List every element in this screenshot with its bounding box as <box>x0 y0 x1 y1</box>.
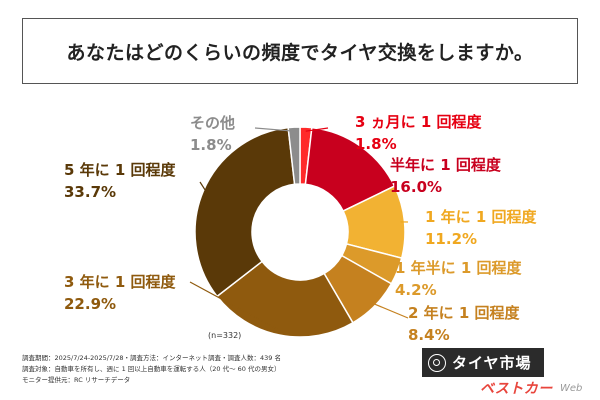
tire-market-logo: タイヤ市場 <box>422 348 544 377</box>
value-label: 11.2% <box>425 230 477 248</box>
category-label: 1 年半に 1 回程度 <box>395 259 523 277</box>
donut-slice <box>215 260 354 338</box>
leader-line <box>199 181 208 194</box>
footnote-period: 調査期間：2025/7/24-2025/7/28・調査方法：インターネット調査・… <box>22 354 281 362</box>
value-label: 22.9% <box>64 295 116 313</box>
category-label: 5 年に 1 回程度 <box>64 161 177 179</box>
value-label: 4.2% <box>395 281 437 299</box>
value-label: 33.7% <box>64 183 116 201</box>
bestcar-web-suffix: Web <box>560 383 583 394</box>
donut-slice <box>287 126 301 186</box>
value-label: 8.4% <box>408 326 450 344</box>
leader-line <box>189 281 282 332</box>
value-label: 1.8% <box>190 136 232 154</box>
footnote-target: 調査対象：自動車を所有し、週に 1 回以上自動車を運転する人（20 代～ 60 … <box>22 365 281 373</box>
logo-text: タイヤ市場 <box>452 354 532 372</box>
leader-line <box>254 127 295 132</box>
value-label: 16.0% <box>390 178 442 196</box>
donut-slice <box>194 126 296 298</box>
tire-icon <box>428 353 446 372</box>
title-box: あなたはどのくらいの頻度でタイヤ交換をしますか。 <box>22 18 578 84</box>
bestcar-logo: ベストカー <box>480 381 553 397</box>
category-label: 半年に 1 回程度 <box>390 156 502 174</box>
leader-line <box>393 269 396 274</box>
category-label: 3 年に 1 回程度 <box>64 273 177 291</box>
sample-size-note: (n=332) <box>208 331 241 340</box>
footnote-provider: モニター提供元：RC リサーチデータ <box>22 376 131 384</box>
value-label: 1.8% <box>355 135 397 153</box>
leader-line <box>371 302 409 319</box>
category-label: 3 ヵ月に 1 回程度 <box>355 113 483 131</box>
category-label: 2 年に 1 回程度 <box>408 304 521 322</box>
category-label: 1 年に 1 回程度 <box>425 208 538 226</box>
chart-title: あなたはどのくらいの頻度でタイヤ交換をしますか。 <box>66 41 534 64</box>
leader-line <box>305 127 329 132</box>
leader-line <box>357 149 371 171</box>
category-label: その他 <box>190 114 235 132</box>
